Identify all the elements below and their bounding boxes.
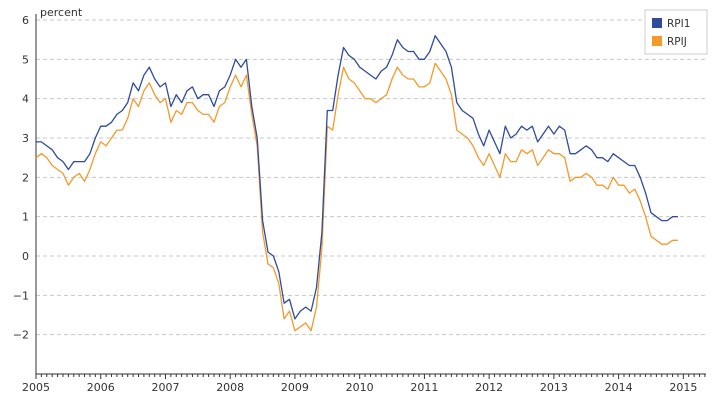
y-tick-label: −2: [13, 329, 29, 342]
legend-swatch-rpi1: [652, 18, 662, 28]
gridlines: [36, 19, 706, 336]
series-lines: [35, 35, 678, 332]
y-axis-title: percent: [40, 6, 83, 19]
y-tick-label: 4: [22, 93, 29, 106]
x-axis: 2005 2006 2007 2008 2009 2010 2011 2012 2013 2014…: [22, 373, 706, 394]
x-tick-label: 2007: [151, 381, 179, 394]
y-tick-label: 3: [22, 132, 29, 145]
y-tick-label: 2: [22, 171, 29, 184]
y-tick-label: 5: [22, 53, 29, 66]
legend-frame: [644, 9, 708, 55]
x-tick-label: 2014: [605, 381, 633, 394]
y-tick-label: 1: [22, 211, 29, 224]
legend-swatch-rpij: [652, 36, 662, 46]
legend-label-rpi1: RPI1: [667, 18, 690, 30]
x-tick-label: 2009: [281, 381, 309, 394]
x-tick-label: 2011: [410, 381, 438, 394]
y-tick-label: −1: [13, 289, 29, 302]
x-tick-label: 2008: [216, 381, 244, 394]
x-tick-label: 2005: [22, 381, 50, 394]
y-axis: −2 −1 0 1 2 3 4 5 6: [13, 14, 37, 374]
x-tick-label: 2015: [669, 381, 697, 394]
series-line-rpij: [35, 62, 678, 332]
legend: RPI1 RPIJ: [644, 9, 708, 55]
x-tick-label: 2010: [346, 381, 374, 394]
y-tick-label: 0: [22, 250, 29, 263]
y-tick-label: 6: [22, 14, 29, 27]
legend-label-rpij: RPIJ: [667, 36, 687, 48]
x-tick-label: 2012: [475, 381, 503, 394]
x-tick-label: 2006: [87, 381, 115, 394]
x-tick-label: 2013: [540, 381, 568, 394]
series-line-rpi1: [36, 35, 678, 320]
